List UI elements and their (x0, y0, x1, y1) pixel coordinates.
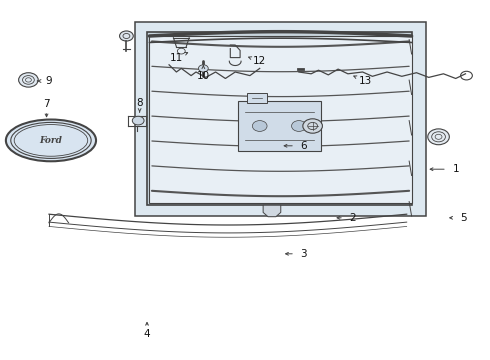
Polygon shape (135, 22, 426, 216)
Text: 9: 9 (46, 76, 52, 86)
Polygon shape (263, 205, 281, 217)
Text: 2: 2 (349, 213, 356, 223)
Text: 8: 8 (136, 98, 143, 108)
Circle shape (19, 73, 38, 87)
Text: 13: 13 (358, 76, 372, 86)
Bar (247, 93, 267, 103)
Text: 7: 7 (43, 99, 50, 109)
Polygon shape (149, 36, 412, 203)
Text: 4: 4 (144, 329, 150, 339)
Text: Ford: Ford (40, 136, 62, 145)
Circle shape (120, 31, 133, 41)
Polygon shape (147, 32, 412, 205)
Circle shape (428, 129, 449, 145)
Text: 11: 11 (170, 53, 183, 63)
Text: 5: 5 (460, 213, 466, 223)
Text: 12: 12 (253, 56, 267, 66)
Text: 10: 10 (197, 71, 210, 81)
Text: 3: 3 (300, 249, 307, 259)
Circle shape (252, 121, 267, 131)
Ellipse shape (6, 120, 96, 161)
Circle shape (198, 65, 208, 72)
Polygon shape (238, 101, 321, 151)
Text: 6: 6 (300, 141, 307, 151)
Text: 1: 1 (452, 164, 459, 174)
Circle shape (303, 119, 322, 133)
Circle shape (292, 121, 306, 131)
Circle shape (132, 116, 144, 125)
